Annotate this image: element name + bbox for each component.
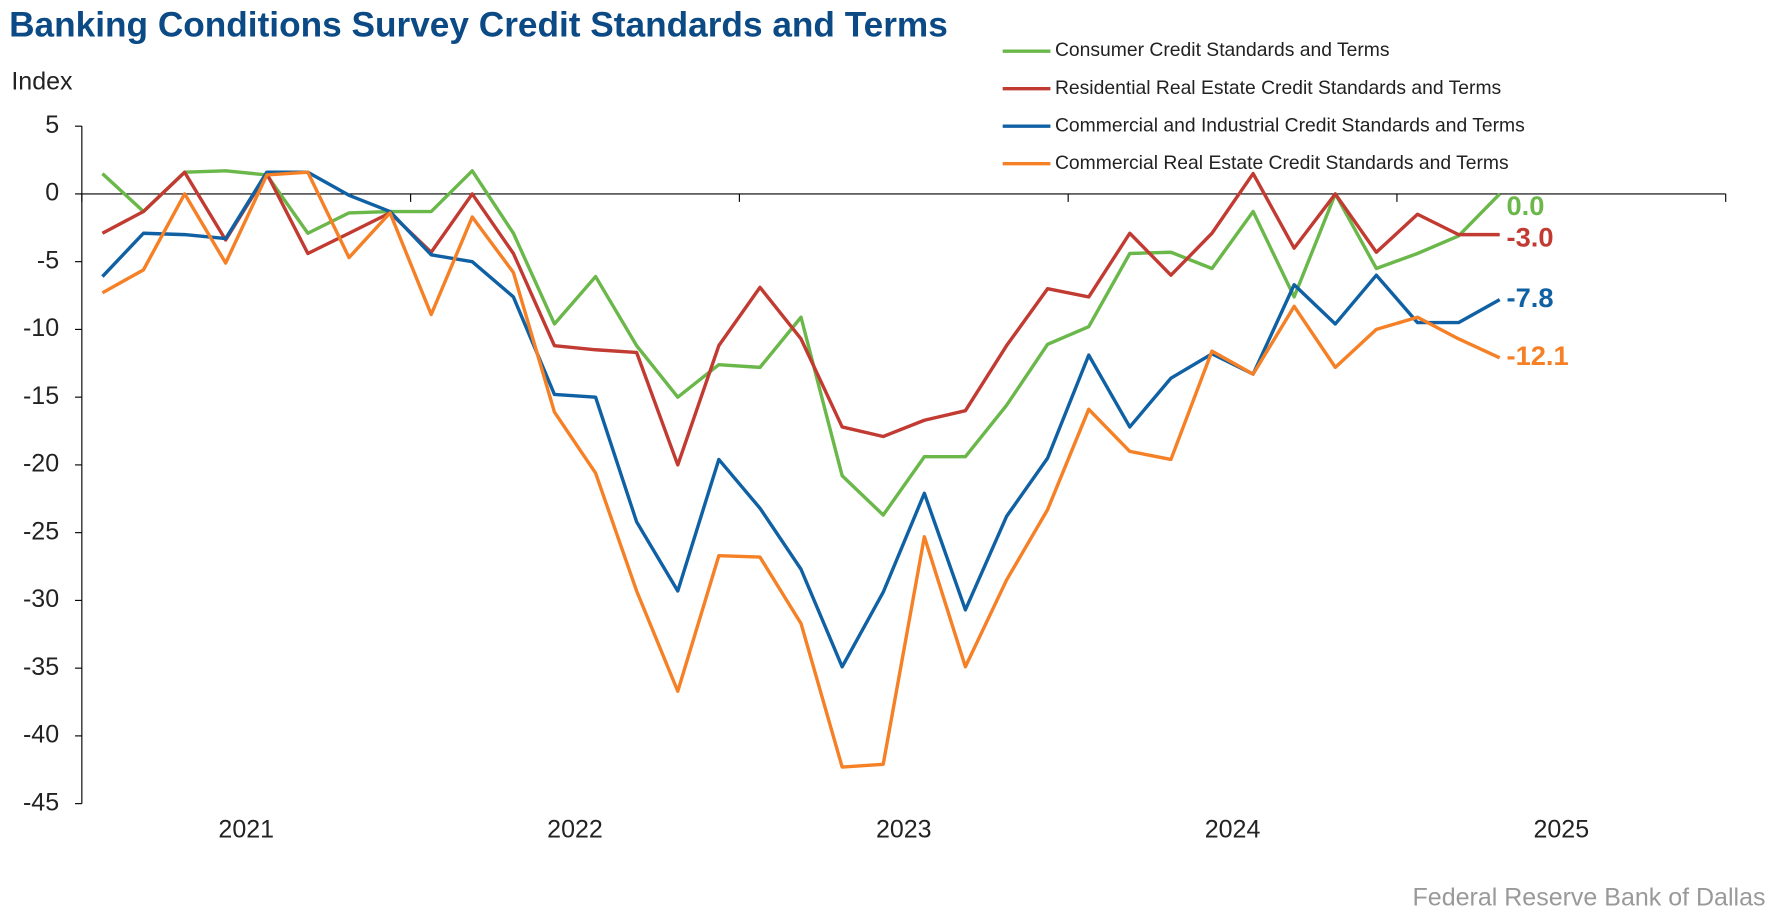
series-line (101, 170, 1501, 669)
y-tick-label: -15 (23, 382, 59, 410)
x-tick-label: 2022 (547, 816, 603, 844)
legend-label: Consumer Credit Standards and Terms (1055, 40, 1390, 61)
y-tick-label: -10 (23, 314, 59, 342)
chart-title: Banking Conditions Survey Credit Standar… (9, 6, 948, 45)
y-tick-label: -40 (23, 721, 59, 749)
series-line (101, 169, 1501, 517)
series-line (101, 170, 1500, 467)
end-value-label: -7.8 (1506, 282, 1553, 313)
y-tick-label: -20 (23, 450, 59, 478)
x-tick-label: 2021 (218, 816, 274, 844)
end-value-label: -12.1 (1506, 340, 1568, 371)
y-tick-label: -45 (23, 788, 59, 816)
end-value-label: -3.0 (1506, 221, 1553, 252)
y-axis-label: Index (11, 68, 73, 96)
y-tick-label: -35 (23, 653, 59, 681)
legend-label: Commercial Real Estate Credit Standards … (1055, 153, 1509, 174)
y-tick-label: 5 (45, 111, 59, 139)
y-tick-label: 0 (45, 179, 59, 207)
y-tick-label: -30 (23, 585, 59, 613)
source: Federal Reserve Bank of Dallas (1413, 884, 1766, 912)
x-tick-label: 2023 (876, 816, 932, 844)
x-tick-label: 2025 (1534, 816, 1590, 844)
y-tick-label: -25 (23, 517, 59, 545)
y-tick-label: -5 (37, 246, 59, 274)
x-tick-label: 2024 (1205, 816, 1261, 844)
legend-label: Commercial and Industrial Credit Standar… (1055, 115, 1525, 136)
legend-label: Residential Real Estate Credit Standards… (1055, 78, 1501, 99)
series-line (101, 170, 1501, 769)
end-value-label: 0.0 (1506, 190, 1544, 221)
